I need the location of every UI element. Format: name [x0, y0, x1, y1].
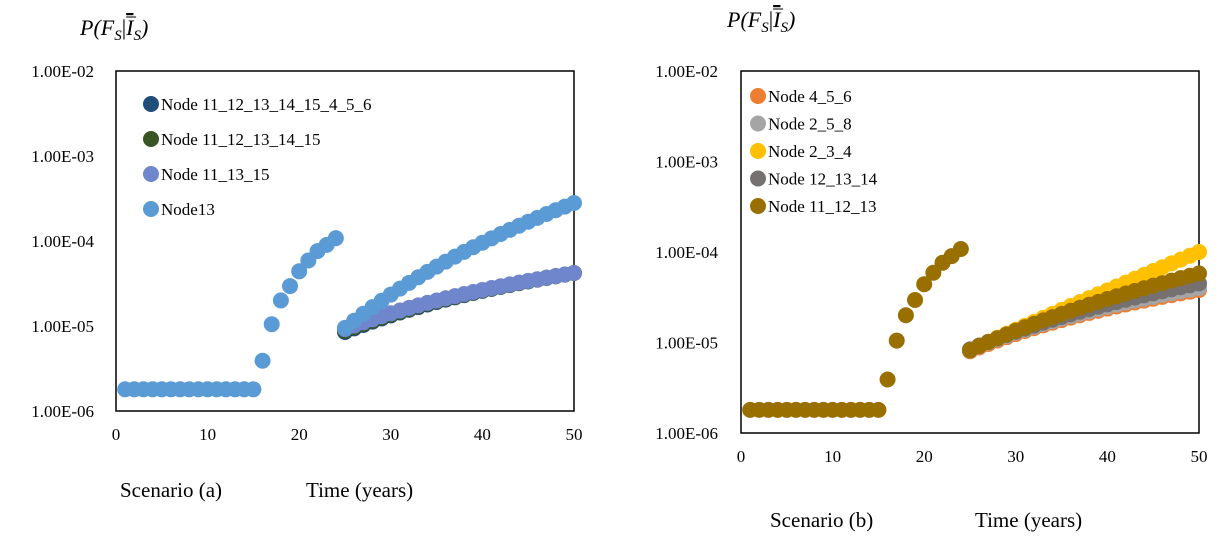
- series-3: [117, 194, 582, 398]
- x-tick-label: 40: [474, 425, 491, 444]
- x-tick-label: 20: [291, 425, 308, 444]
- data-point: [291, 263, 308, 280]
- legend-label: Node 2_3_4: [768, 142, 852, 161]
- data-point: [245, 381, 262, 398]
- y-tick-label: 1.00E-02: [31, 62, 94, 81]
- data-point: [879, 371, 896, 388]
- data-point: [566, 194, 582, 211]
- data-point: [327, 230, 344, 247]
- y-axis-label-f: F: [747, 7, 762, 32]
- y-tick-label: 1.00E-02: [655, 62, 718, 81]
- legend-label: Node 11_12_13_14_15_4_5_6: [161, 95, 371, 114]
- y-tick-label: 1.00E-05: [655, 334, 718, 353]
- y-tick-label: 1.00E-04: [31, 232, 94, 251]
- series-2: [337, 265, 582, 338]
- y-axis-label-close: ): [139, 15, 148, 40]
- data-point: [566, 265, 582, 282]
- chart-panel-a: P(FS|IS)1.00E-021.00E-031.00E-041.00E-05…: [31, 15, 582, 502]
- legend-marker: [143, 96, 159, 112]
- scenario-caption: Scenario (b): [770, 508, 873, 532]
- y-tick-label: 1.00E-04: [655, 243, 718, 262]
- series-4: [742, 240, 1207, 418]
- x-axis-label: Time (years): [306, 478, 413, 502]
- y-axis-label-f-sub: S: [761, 20, 769, 36]
- x-tick-label: 10: [824, 447, 841, 466]
- x-axis-label: Time (years): [975, 508, 1082, 532]
- x-tick-label: 30: [382, 425, 399, 444]
- data-point: [272, 292, 289, 309]
- legend-marker: [143, 201, 159, 217]
- y-axis-label: P(FS|IS): [79, 15, 148, 44]
- data-point: [888, 332, 905, 349]
- x-tick-label: 30: [1007, 447, 1024, 466]
- scenario-caption: Scenario (a): [120, 478, 222, 502]
- legend-marker: [750, 143, 766, 159]
- data-point: [1191, 265, 1207, 282]
- data-point: [897, 307, 914, 324]
- data-point: [952, 240, 969, 257]
- y-tick-label: 1.00E-06: [31, 402, 94, 421]
- x-tick-label: 20: [916, 447, 933, 466]
- y-axis-label-bar: |: [769, 7, 773, 32]
- y-axis-label-i-sub: S: [133, 28, 141, 44]
- y-axis-label-i-sub: S: [780, 20, 788, 36]
- y-axis-label-i: I: [772, 7, 782, 32]
- legend-marker: [143, 131, 159, 147]
- x-tick-label: 50: [566, 425, 583, 444]
- y-tick-label: 1.00E-03: [655, 153, 718, 172]
- data-point: [916, 276, 933, 293]
- y-tick-label: 1.00E-05: [31, 317, 94, 336]
- y-tick-label: 1.00E-06: [655, 424, 718, 443]
- plot-area: [115, 70, 575, 412]
- legend-label: Node 11_13_15: [161, 165, 269, 184]
- chart-panel-b: P(FS|IS)1.00E-021.00E-031.00E-041.00E-05…: [655, 7, 1207, 532]
- legend-marker: [750, 170, 766, 187]
- legend-marker: [750, 115, 766, 132]
- y-axis-label-bar: |: [122, 15, 126, 40]
- y-axis-label-p: P(: [79, 15, 102, 40]
- data-point: [907, 291, 924, 308]
- legend-marker: [143, 166, 159, 182]
- y-axis-label-f-sub: S: [114, 28, 122, 44]
- y-axis-label-p: P(: [726, 7, 749, 32]
- legend-label: Node 12_13_14: [768, 170, 878, 189]
- data-point: [254, 352, 271, 369]
- legend-marker: [750, 198, 766, 214]
- data-point: [1191, 244, 1207, 260]
- data-point: [263, 316, 280, 333]
- legend-label: Node 2_5_8: [768, 115, 852, 134]
- legend-label: Node 4_5_6: [768, 87, 852, 106]
- y-axis-label-i: I: [125, 15, 135, 40]
- x-tick-label: 50: [1191, 447, 1208, 466]
- y-axis-label-f: F: [100, 15, 115, 40]
- x-tick-label: 0: [737, 447, 746, 466]
- y-tick-label: 1.00E-03: [31, 147, 94, 166]
- legend-marker: [750, 88, 766, 104]
- data-point: [870, 401, 887, 418]
- x-tick-label: 0: [112, 425, 121, 444]
- legend-label: Node13: [161, 200, 215, 219]
- legend-label: Node 11_12_13: [768, 197, 876, 216]
- data-point: [282, 278, 299, 295]
- legend-label: Node 11_12_13_14_15: [161, 130, 320, 149]
- y-axis-label-close: ): [786, 7, 795, 32]
- x-tick-label: 10: [199, 425, 216, 444]
- x-tick-label: 40: [1099, 447, 1116, 466]
- y-axis-label: P(FS|IS): [726, 7, 795, 36]
